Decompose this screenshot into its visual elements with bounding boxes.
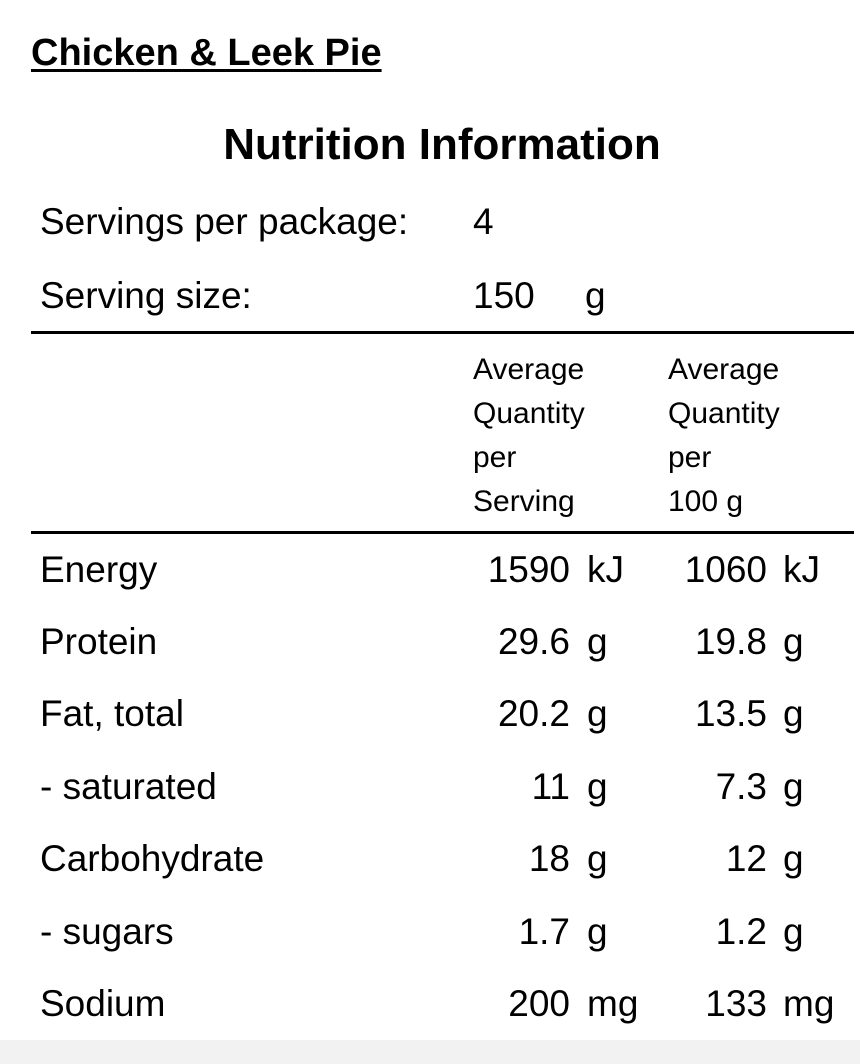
serving-value: 1590 xyxy=(487,549,570,590)
serving-unit: mg xyxy=(587,983,639,1024)
column-header-line: Average xyxy=(473,353,585,386)
serving-unit: g xyxy=(587,766,608,807)
servings-per-package-value: 4 xyxy=(473,201,494,242)
per100-unit: g xyxy=(783,693,804,734)
column-header-line: Serving xyxy=(473,485,575,518)
per100-value: 12 xyxy=(725,838,767,879)
nutrient-row-carbohydrate: Carbohydrate 18 g 12 g xyxy=(0,823,860,895)
serving-value: 29.6 xyxy=(497,621,570,662)
per100-unit: g xyxy=(783,766,804,807)
column-header-per-100g: Average Quantity per 100 g xyxy=(668,348,848,524)
header-rule xyxy=(31,531,854,534)
servings-per-package-label: Servings per package: xyxy=(40,201,409,242)
nutrient-name: - sugars xyxy=(40,911,174,952)
serving-size-label: Serving size: xyxy=(40,275,252,316)
nutrient-name: Carbohydrate xyxy=(40,838,265,879)
serving-unit: g xyxy=(587,838,608,879)
serving-unit: g xyxy=(587,911,608,952)
serving-value: 1.7 xyxy=(518,911,570,952)
top-rule xyxy=(31,331,854,334)
serving-value: 20.2 xyxy=(497,693,570,734)
per100-unit: mg xyxy=(783,983,835,1024)
per100-value: 19.8 xyxy=(694,621,767,662)
per100-value: 7.3 xyxy=(715,766,767,807)
nutrient-row-sodium: Sodium 200 mg 133 mg xyxy=(0,968,860,1040)
serving-value: 11 xyxy=(531,766,570,807)
column-header-per-serving: Average Quantity per Serving xyxy=(473,348,653,524)
column-header-line: 100 g xyxy=(668,485,744,518)
per100-value: 1.2 xyxy=(715,911,767,952)
serving-size-value: 150 xyxy=(473,275,535,316)
nutrient-row-protein: Protein 29.6 g 19.8 g xyxy=(0,606,860,678)
bottom-strip xyxy=(0,1040,860,1064)
per100-value: 13.5 xyxy=(694,693,767,734)
serving-size-unit: g xyxy=(585,275,606,316)
nutrient-name: Energy xyxy=(40,549,158,590)
column-header-line: Average xyxy=(668,353,780,386)
column-header-line: Quantity xyxy=(668,397,780,430)
column-header-line: Quantity xyxy=(473,397,585,430)
nutrient-name: Sodium xyxy=(40,983,166,1024)
per100-unit: g xyxy=(783,838,804,879)
nutrient-row-saturated: - saturated 11 g 7.3 g xyxy=(0,751,860,823)
nutrient-name: Protein xyxy=(40,621,158,662)
per100-value: 133 xyxy=(705,983,767,1024)
per100-unit: g xyxy=(783,911,804,952)
nutrition-panel-heading: Nutrition Information xyxy=(223,120,661,169)
per100-value: 1060 xyxy=(684,549,767,590)
serving-unit: g xyxy=(587,693,608,734)
serving-value: 200 xyxy=(508,983,570,1024)
serving-unit: kJ xyxy=(587,549,624,590)
nutrient-row-sugars: - sugars 1.7 g 1.2 g xyxy=(0,896,860,968)
nutrient-row-fat-total: Fat, total 20.2 g 13.5 g xyxy=(0,678,860,750)
product-title: Chicken & Leek Pie xyxy=(31,32,382,74)
nutrient-row-energy: Energy 1590 kJ 1060 kJ xyxy=(0,534,860,606)
per100-unit: kJ xyxy=(783,549,820,590)
serving-value: 18 xyxy=(528,838,570,879)
nutrient-name: - saturated xyxy=(40,766,217,807)
per100-unit: g xyxy=(783,621,804,662)
column-header-line: per xyxy=(473,441,517,474)
serving-unit: g xyxy=(587,621,608,662)
column-header-line: per xyxy=(668,441,712,474)
nutrient-name: Fat, total xyxy=(40,693,184,734)
